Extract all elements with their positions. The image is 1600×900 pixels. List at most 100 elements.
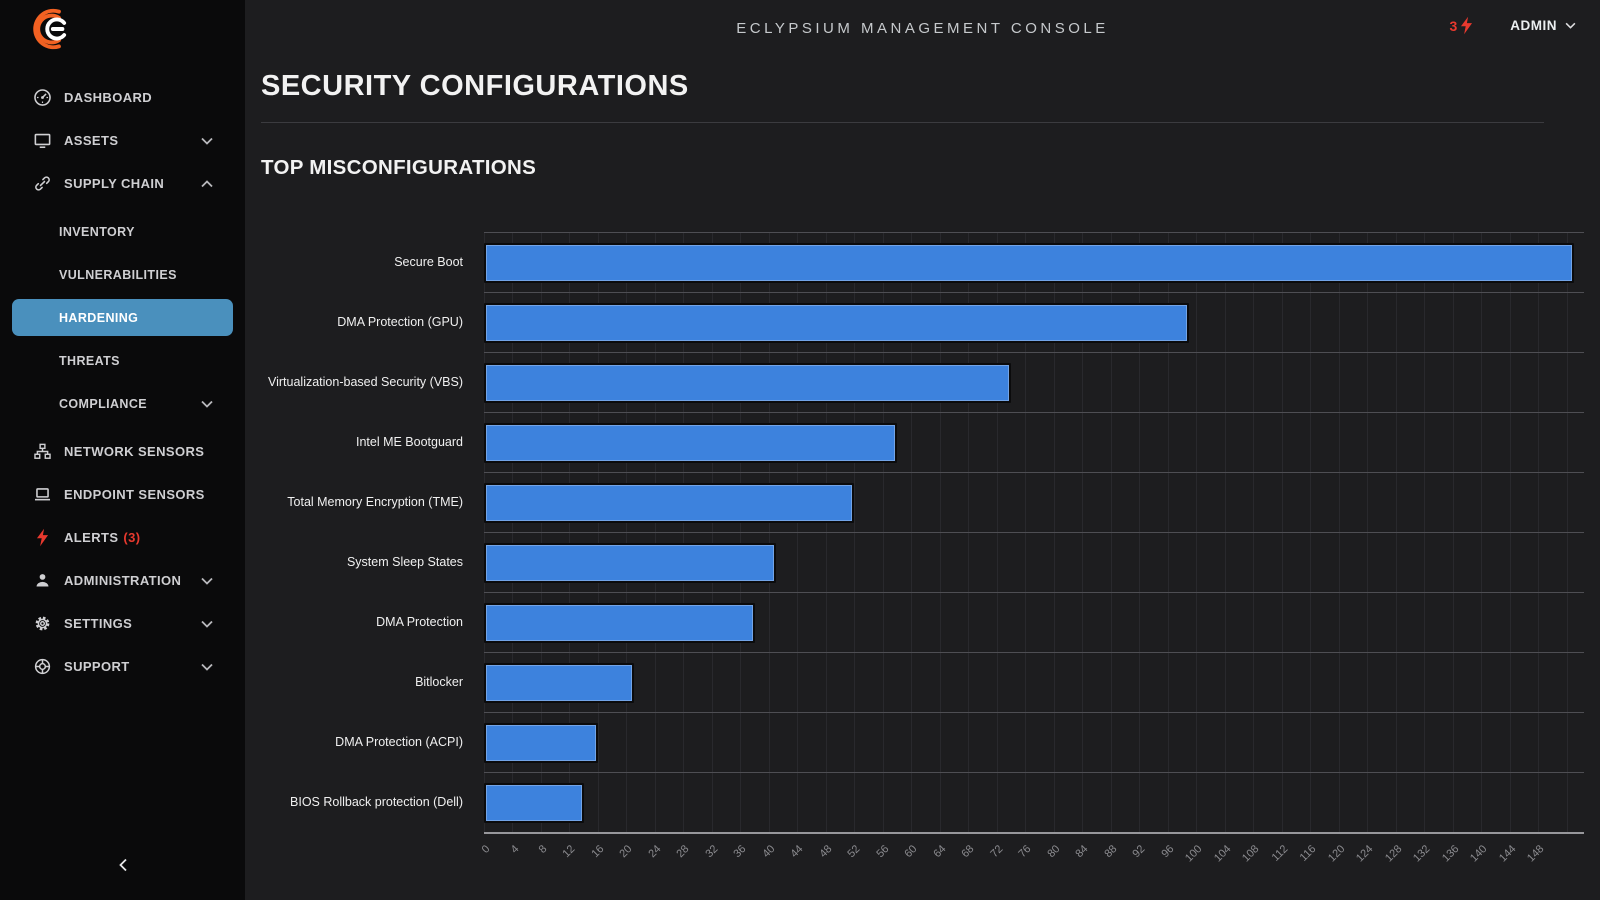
sidebar-item-vulnerabilities[interactable]: VULNERABILITIES bbox=[0, 253, 245, 296]
sidebar-item-threats[interactable]: THREATS bbox=[0, 339, 245, 382]
x-axis-tick-label: 132 bbox=[1411, 843, 1433, 865]
sidebar-item-network-sensors[interactable]: NETWORK SENSORS bbox=[0, 430, 245, 473]
bar-category-label: DMA Protection bbox=[376, 615, 463, 629]
x-axis-tick-label: 88 bbox=[1102, 843, 1120, 861]
bar-category-label: Secure Boot bbox=[394, 255, 463, 269]
chart-row: Virtualization-based Security (VBS) bbox=[261, 352, 1584, 412]
top-bar: ECLYPSIUM MANAGEMENT CONSOLE 3 ADMIN bbox=[245, 0, 1600, 56]
x-axis-tick-label: 36 bbox=[731, 843, 749, 861]
x-axis-tick-label: 80 bbox=[1045, 843, 1063, 861]
x-axis-tick-label: 72 bbox=[988, 843, 1006, 861]
sidebar-item-hardening[interactable]: HARDENING bbox=[0, 296, 245, 339]
bar-band bbox=[484, 232, 1584, 292]
misconfiguration-bar[interactable] bbox=[484, 303, 1190, 343]
x-axis-tick-label: 32 bbox=[703, 843, 721, 861]
sidebar-item-label: SUPPORT bbox=[64, 659, 130, 674]
sidebar-item-dashboard[interactable]: DASHBOARD bbox=[0, 76, 245, 119]
bar-category-label: DMA Protection (ACPI) bbox=[335, 735, 463, 749]
chevron-down-icon bbox=[201, 577, 213, 585]
x-axis-tick-label: 92 bbox=[1130, 843, 1148, 861]
sidebar-item-endpoint-sensors[interactable]: ENDPOINT SENSORS bbox=[0, 473, 245, 516]
bar-category-label: Intel ME Bootguard bbox=[355, 435, 463, 449]
chevron-left-icon bbox=[118, 858, 128, 872]
x-axis-tick-label: 40 bbox=[760, 843, 778, 861]
title-divider bbox=[261, 122, 1544, 123]
x-axis-tick-label: 8 bbox=[536, 843, 550, 856]
sidebar-item-support[interactable]: SUPPORT bbox=[0, 645, 245, 688]
sidebar-item-label: INVENTORY bbox=[59, 224, 135, 239]
sidebar-item-label: VULNERABILITIES bbox=[59, 267, 177, 282]
chart-row: DMA Protection (ACPI) bbox=[261, 712, 1584, 772]
x-axis-tick-label: 136 bbox=[1439, 843, 1462, 865]
bar-category-label: Bitlocker bbox=[415, 675, 463, 689]
chevron-down-icon bbox=[201, 137, 213, 145]
sidebar-nav: DASHBOARD ASSETS SUPPLY CHAIN INVENTORY … bbox=[0, 76, 245, 688]
header-alert-count: 3 bbox=[1449, 17, 1458, 34]
console-title: ECLYPSIUM MANAGEMENT CONSOLE bbox=[736, 20, 1109, 37]
misconfiguration-bar[interactable] bbox=[484, 483, 855, 523]
chart-row: BIOS Rollback protection (Dell) bbox=[261, 772, 1584, 832]
misconfiguration-bar[interactable] bbox=[484, 423, 898, 463]
bar-band bbox=[484, 712, 1584, 772]
gear-icon bbox=[32, 614, 52, 634]
x-axis-tick-label: 56 bbox=[874, 843, 892, 861]
bar-band bbox=[484, 472, 1584, 532]
misconfiguration-bar[interactable] bbox=[484, 783, 584, 823]
bar-band bbox=[484, 592, 1584, 652]
x-axis-line bbox=[484, 832, 1584, 834]
bar-band bbox=[484, 532, 1584, 592]
chart-row: Secure Boot bbox=[261, 232, 1584, 292]
x-axis-tick-label: 128 bbox=[1382, 843, 1405, 865]
chart-row: System Sleep States bbox=[261, 532, 1584, 592]
chart-row: Intel ME Bootguard bbox=[261, 412, 1584, 472]
x-axis-tick-label: 100 bbox=[1183, 843, 1205, 865]
bar-category-label: DMA Protection (GPU) bbox=[337, 315, 463, 329]
sidebar-item-inventory[interactable]: INVENTORY bbox=[0, 210, 245, 253]
sidebar-item-label: SETTINGS bbox=[64, 616, 133, 631]
chart-row: Total Memory Encryption (TME) bbox=[261, 472, 1584, 532]
x-axis-tick-label: 112 bbox=[1269, 843, 1291, 864]
admin-user-label: ADMIN bbox=[1510, 18, 1557, 33]
header-alert-indicator[interactable]: 3 bbox=[1449, 16, 1474, 35]
alert-count-badge: (3) bbox=[123, 530, 141, 545]
bar-category-label: Virtualization-based Security (VBS) bbox=[268, 375, 463, 389]
sidebar-item-label: HARDENING bbox=[59, 310, 139, 325]
bar-band bbox=[484, 652, 1584, 712]
bar-band bbox=[484, 292, 1584, 352]
sidebar-item-compliance[interactable]: COMPLIANCE bbox=[0, 382, 245, 425]
misconfiguration-bar[interactable] bbox=[484, 243, 1575, 283]
x-axis-tick-label: 4 bbox=[508, 843, 521, 856]
person-icon bbox=[32, 571, 52, 591]
admin-user-menu[interactable]: ADMIN bbox=[1510, 18, 1576, 33]
laptop-icon bbox=[32, 485, 52, 505]
sidebar-item-supply-chain[interactable]: SUPPLY CHAIN bbox=[0, 162, 245, 205]
chart-rows: Secure Boot DMA Protection (GPU) Virtualiz… bbox=[261, 232, 1584, 832]
sidebar-item-alerts[interactable]: ALERTS (3) bbox=[0, 516, 245, 559]
x-axis-tick-label: 120 bbox=[1325, 843, 1348, 865]
x-axis-tick-label: 104 bbox=[1211, 843, 1234, 865]
chevron-down-icon bbox=[201, 620, 213, 628]
misconfiguration-bar[interactable] bbox=[484, 363, 1012, 403]
bar-band bbox=[484, 772, 1584, 832]
sidebar-item-label: ENDPOINT SENSORS bbox=[64, 487, 205, 502]
eclypsium-logo-icon[interactable] bbox=[26, 6, 78, 52]
bar-category-label: Total Memory Encryption (TME) bbox=[287, 495, 463, 509]
sidebar-item-settings[interactable]: SETTINGS bbox=[0, 602, 245, 645]
chart-row: Bitlocker bbox=[261, 652, 1584, 712]
sidebar-collapse-button[interactable] bbox=[0, 858, 245, 872]
active-item-highlight bbox=[12, 299, 233, 336]
page-title: SECURITY CONFIGURATIONS bbox=[261, 70, 689, 102]
monitor-icon bbox=[32, 131, 52, 151]
gauge-icon bbox=[32, 88, 52, 108]
x-axis-tick-label: 44 bbox=[788, 843, 806, 861]
chain-link-icon bbox=[32, 174, 52, 194]
chart-title: TOP MISCONFIGURATIONS bbox=[261, 156, 537, 179]
x-axis-tick-label: 148 bbox=[1525, 843, 1547, 865]
misconfiguration-bar[interactable] bbox=[484, 663, 634, 703]
x-axis-tick-label: 48 bbox=[817, 843, 835, 861]
sidebar-item-administration[interactable]: ADMINISTRATION bbox=[0, 559, 245, 602]
misconfiguration-bar[interactable] bbox=[484, 543, 777, 583]
misconfiguration-bar[interactable] bbox=[484, 603, 755, 643]
sidebar-item-assets[interactable]: ASSETS bbox=[0, 119, 245, 162]
misconfiguration-bar[interactable] bbox=[484, 723, 598, 763]
